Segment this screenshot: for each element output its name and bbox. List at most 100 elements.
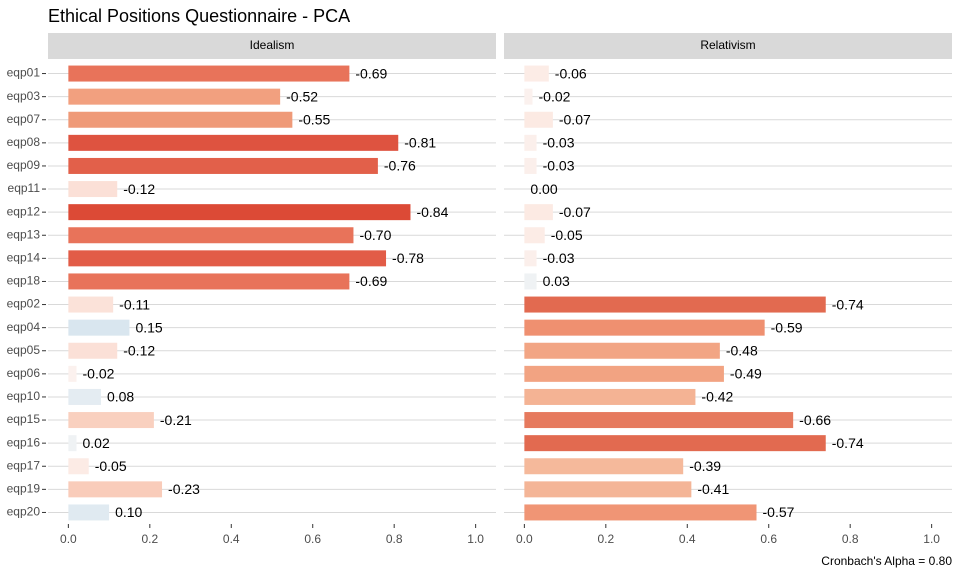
value-label: -0.07 bbox=[559, 111, 591, 127]
value-label: -0.03 bbox=[543, 250, 575, 266]
chart-title: Ethical Positions Questionnaire - PCA bbox=[48, 6, 350, 26]
value-label: -0.78 bbox=[392, 250, 424, 266]
value-label: -0.21 bbox=[160, 412, 192, 428]
facet-strip bbox=[48, 33, 496, 59]
bar bbox=[68, 273, 350, 290]
value-label: 0.00 bbox=[530, 181, 557, 197]
x-tick-label: 0.4 bbox=[223, 532, 240, 546]
value-label: -0.69 bbox=[355, 65, 387, 81]
caption: Cronbach's Alpha = 0.80 bbox=[821, 554, 952, 568]
value-label: -0.55 bbox=[298, 111, 330, 127]
value-label: -0.84 bbox=[416, 204, 448, 220]
value-label: -0.03 bbox=[543, 135, 575, 151]
y-tick-label: eqp12 bbox=[7, 204, 41, 218]
value-label: -0.12 bbox=[123, 342, 155, 358]
value-label: 0.08 bbox=[107, 389, 134, 405]
value-label: -0.06 bbox=[555, 65, 587, 81]
bar bbox=[68, 342, 118, 359]
y-tick-label: eqp17 bbox=[7, 458, 41, 472]
value-label: -0.23 bbox=[168, 481, 200, 497]
bar bbox=[524, 388, 696, 405]
bar bbox=[524, 504, 757, 521]
value-label: -0.42 bbox=[701, 389, 733, 405]
value-label: -0.48 bbox=[726, 342, 758, 358]
bar bbox=[524, 319, 765, 336]
bar bbox=[68, 157, 378, 174]
bar bbox=[68, 65, 350, 82]
bar bbox=[68, 412, 154, 429]
value-label: 0.03 bbox=[543, 273, 570, 289]
y-tick-label: eqp15 bbox=[7, 412, 41, 426]
y-tick-label: eqp13 bbox=[7, 227, 41, 241]
y-tick-label: eqp09 bbox=[7, 158, 41, 172]
bar bbox=[68, 481, 163, 498]
value-label: -0.74 bbox=[832, 296, 864, 312]
bar bbox=[524, 204, 553, 221]
bar bbox=[68, 88, 281, 105]
bar bbox=[68, 227, 354, 244]
bar bbox=[68, 204, 411, 221]
x-tick-label: 0.2 bbox=[141, 532, 158, 546]
bar bbox=[68, 319, 130, 336]
value-label: -0.03 bbox=[543, 158, 575, 174]
x-tick-label: 0.2 bbox=[597, 532, 614, 546]
x-tick-label: 1.0 bbox=[923, 532, 940, 546]
y-tick-label: eqp08 bbox=[7, 135, 41, 149]
value-label: -0.39 bbox=[689, 458, 721, 474]
x-tick-label: 0.4 bbox=[679, 532, 696, 546]
facet-title: Relativism bbox=[700, 38, 755, 52]
facet-title: Idealism bbox=[250, 38, 295, 52]
value-label: -0.69 bbox=[355, 273, 387, 289]
bar bbox=[68, 181, 118, 198]
y-tick-label: eqp14 bbox=[7, 251, 41, 265]
bar bbox=[68, 365, 77, 382]
y-tick-label: eqp16 bbox=[7, 435, 41, 449]
bar bbox=[524, 65, 549, 82]
value-label: -0.49 bbox=[730, 366, 762, 382]
value-label: -0.05 bbox=[551, 227, 583, 243]
value-label: -0.05 bbox=[95, 458, 127, 474]
value-label: -0.02 bbox=[83, 366, 115, 382]
y-tick-label: eqp05 bbox=[7, 343, 41, 357]
x-tick-label: 0.0 bbox=[60, 532, 77, 546]
value-label: -0.70 bbox=[359, 227, 391, 243]
bar bbox=[524, 296, 826, 313]
value-label: -0.59 bbox=[771, 319, 803, 335]
bar bbox=[524, 250, 537, 267]
bar bbox=[524, 365, 724, 382]
value-label: 0.10 bbox=[115, 504, 142, 520]
value-label: 0.02 bbox=[83, 435, 110, 451]
x-tick-label: 0.6 bbox=[304, 532, 321, 546]
bar bbox=[68, 111, 293, 128]
value-label: -0.66 bbox=[799, 412, 831, 428]
x-tick-label: 0.8 bbox=[842, 532, 859, 546]
y-tick-label: eqp18 bbox=[7, 274, 41, 288]
value-label: -0.07 bbox=[559, 204, 591, 220]
bar bbox=[68, 435, 77, 452]
facet-strip bbox=[504, 33, 952, 59]
x-tick-label: 1.0 bbox=[467, 532, 484, 546]
bar bbox=[524, 458, 684, 475]
bar bbox=[68, 504, 110, 521]
bar bbox=[524, 88, 533, 105]
y-tick-label: eqp02 bbox=[7, 297, 41, 311]
y-tick-label: eqp01 bbox=[7, 66, 41, 80]
y-tick-label: eqp11 bbox=[8, 181, 41, 195]
bar bbox=[524, 342, 720, 359]
bar bbox=[524, 134, 537, 151]
y-tick-label: eqp07 bbox=[7, 112, 41, 126]
bar bbox=[524, 111, 553, 128]
value-label: -0.81 bbox=[404, 135, 436, 151]
value-label: -0.76 bbox=[384, 158, 416, 174]
bar bbox=[68, 388, 101, 405]
bar bbox=[524, 227, 545, 244]
y-tick-label: eqp03 bbox=[7, 89, 41, 103]
y-tick-label: eqp19 bbox=[7, 482, 41, 496]
value-label: 0.15 bbox=[135, 319, 162, 335]
value-label: -0.57 bbox=[763, 504, 795, 520]
bar bbox=[524, 157, 537, 174]
bar bbox=[68, 250, 387, 267]
value-label: -0.12 bbox=[123, 181, 155, 197]
bar bbox=[68, 134, 399, 151]
